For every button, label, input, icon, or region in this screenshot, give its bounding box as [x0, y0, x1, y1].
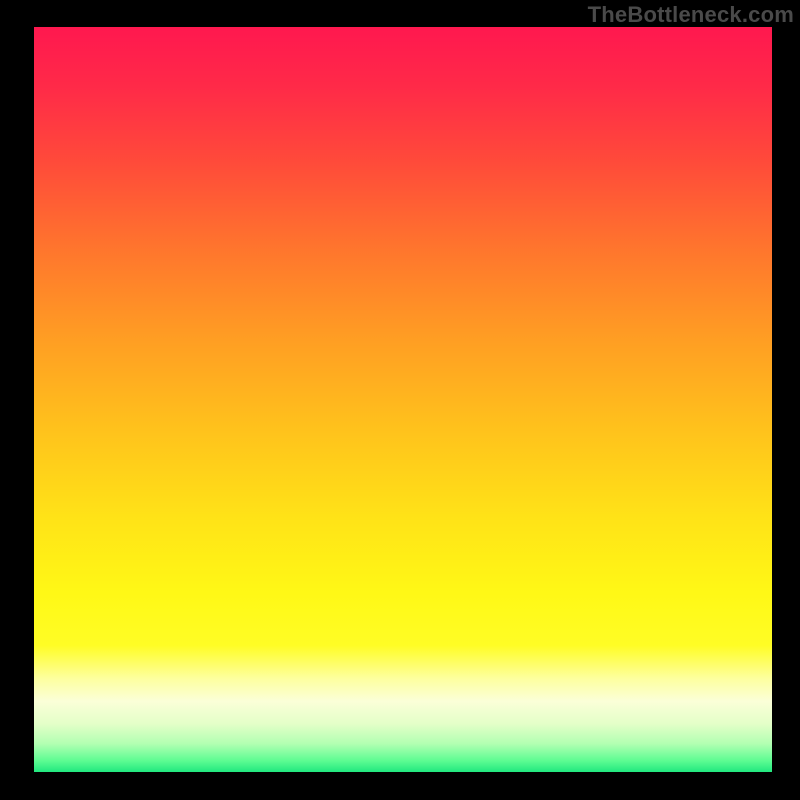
heat-gradient [34, 27, 772, 772]
plot-area [34, 27, 772, 772]
stage: TheBottleneck.com [0, 0, 800, 800]
watermark-text: TheBottleneck.com [588, 2, 794, 28]
